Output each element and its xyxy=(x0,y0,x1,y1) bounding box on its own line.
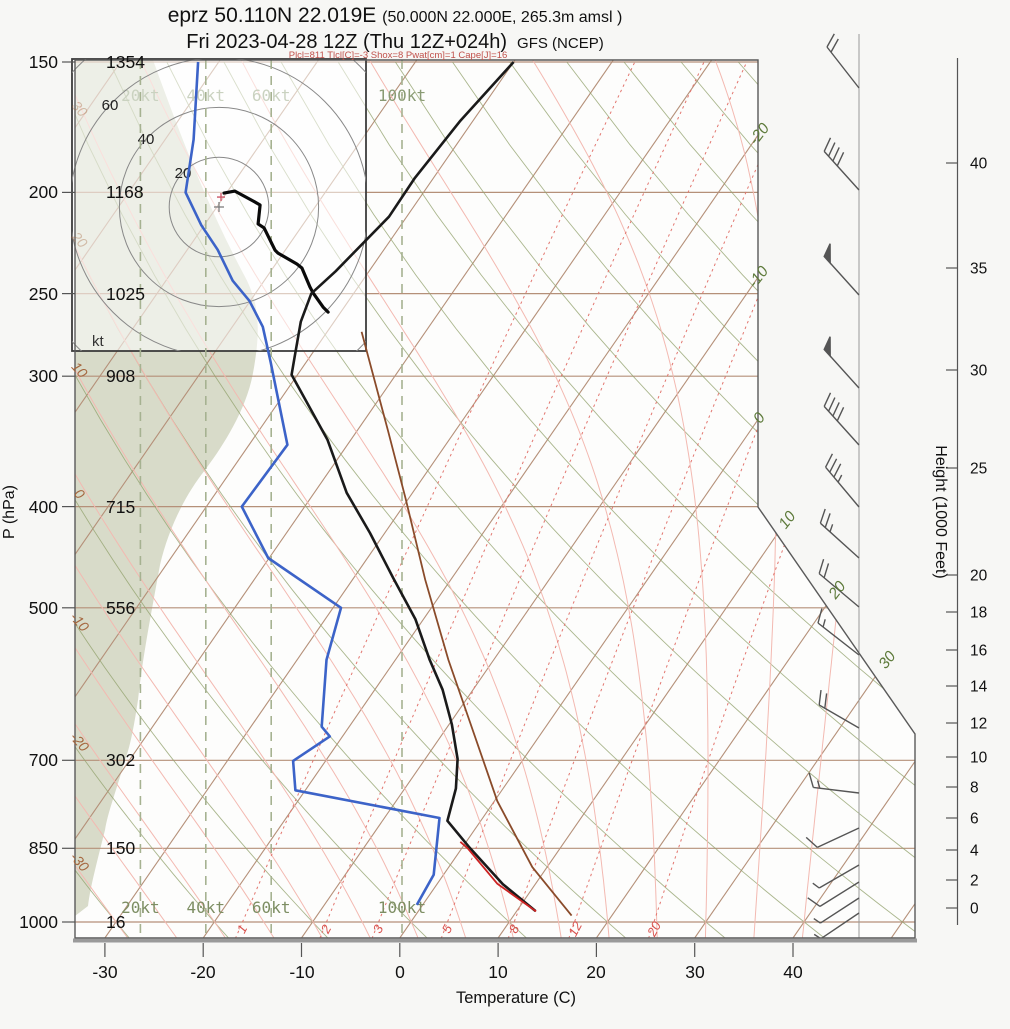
isotherm-label-30: 30 xyxy=(875,648,899,672)
hodo-origin-marker xyxy=(214,202,224,212)
height-tick-12: 12 xyxy=(970,716,987,733)
temp-tick--20: -20 xyxy=(190,962,216,982)
profile-curves xyxy=(184,61,573,917)
valid-time: Fri 2023-04-28 12Z (Thu 12Z+024h) xyxy=(186,31,508,53)
wind-speed-lines: 20kt 40kt 60kt 100kt xyxy=(121,60,426,938)
pressure-tick-700: 700 xyxy=(29,750,58,770)
height-tick-2: 2 xyxy=(970,873,979,890)
pressure-axis: 150 1354 200 1168 250 1025 300 908 400 715 500 556 7… xyxy=(19,52,145,932)
height-axis-label: Height (1000 Feet) xyxy=(932,445,949,578)
wind-barb xyxy=(812,864,860,889)
height-tick-6: 6 xyxy=(970,811,979,828)
height-dam-700: 302 xyxy=(106,750,135,770)
hodograph-rings xyxy=(72,59,366,351)
pressure-tick-500: 500 xyxy=(29,598,58,618)
chart-subtitle: Fri 2023-04-28 12Z (Thu 12Z+024h) GFS (NC… xyxy=(186,31,603,54)
temp-tick-0: 0 xyxy=(395,962,405,982)
pressure-axis-label: P (hPa) xyxy=(1,485,18,539)
height-tick-20: 20 xyxy=(970,568,988,585)
height-tick-16: 16 xyxy=(970,643,987,660)
wind-barb xyxy=(823,336,860,389)
height-dam-300: 908 xyxy=(106,366,135,386)
height-tick-10: 10 xyxy=(970,750,988,767)
height-tick-0: 0 xyxy=(970,901,979,918)
height-dam-1000: 16 xyxy=(106,912,125,932)
model-name: GFS (NCEP) xyxy=(517,35,604,52)
wind-speed-bottom-label-60: 60kt xyxy=(252,898,291,917)
temperature-axis-label: Temperature (C) xyxy=(456,989,576,1007)
wind-speed-bottom-label-20: 20kt xyxy=(121,898,160,917)
hodo-ring-label-40: 40 xyxy=(138,131,155,148)
temp-tick-20: 20 xyxy=(586,962,606,982)
parcel-curve xyxy=(360,331,573,917)
temp-tick--10: -10 xyxy=(289,962,315,982)
height-tick-8: 8 xyxy=(970,780,979,797)
hodo-unit-label: kt xyxy=(92,333,105,350)
temp-tick-30: 30 xyxy=(685,962,705,982)
wind-barb xyxy=(818,558,860,608)
station-title: eprz 50.110N 22.019E xyxy=(167,4,377,27)
height-tick-40: 40 xyxy=(970,156,988,173)
wind-barb xyxy=(818,690,860,729)
wind-barb xyxy=(808,772,860,794)
storm-motion-marker xyxy=(216,193,225,202)
chart-title: eprz 50.110N 22.019E (50.000N 22.000E, 2… xyxy=(168,4,623,28)
wind-barb xyxy=(813,897,860,924)
pressure-tick-150: 150 xyxy=(29,52,58,72)
temp-tick--30: -30 xyxy=(92,962,118,982)
plot-border xyxy=(74,59,916,939)
height-dam-150: 1354 xyxy=(106,52,145,72)
height-dam-850: 150 xyxy=(106,838,135,858)
downdraft-curve xyxy=(459,841,537,913)
pressure-tick-1000: 1000 xyxy=(19,912,58,932)
wind-speed-bottom-label-40: 40kt xyxy=(187,898,226,917)
wind-barb xyxy=(826,33,860,89)
wind-barb xyxy=(823,392,860,446)
station-coords: (50.000N 22.000E, 265.3m amsl ) xyxy=(382,9,623,26)
wind-barb xyxy=(807,881,860,907)
wind-barb xyxy=(805,827,860,849)
wind-barb xyxy=(823,243,860,296)
temp-tick-10: 10 xyxy=(488,962,508,982)
wind-barbs xyxy=(805,33,860,940)
height-tick-18: 18 xyxy=(970,605,987,622)
pressure-tick-200: 200 xyxy=(29,182,58,202)
wind-barb xyxy=(824,453,860,508)
wind-barb xyxy=(819,508,860,559)
pressure-tick-850: 850 xyxy=(29,838,58,858)
isotherm-label-10: 10 xyxy=(775,508,799,532)
pressure-tick-250: 250 xyxy=(29,284,58,304)
height-tick-25: 25 xyxy=(970,461,987,478)
mixing-ratio-label-20: 20 xyxy=(644,918,665,939)
temperature-curve xyxy=(290,61,537,913)
wind-speed-bottom-label-100: 100kt xyxy=(378,898,426,917)
pressure-tick-300: 300 xyxy=(29,366,58,386)
temperature-axis: -30 -20 -10 0 10 20 30 40 xyxy=(92,943,803,982)
height-dam-250: 1025 xyxy=(106,284,145,304)
height-tick-30: 30 xyxy=(970,363,988,380)
sounding-indices: Plcl=811 Tlcl[C]=-3 Shox=8 Pwat[cm]=1 Ca… xyxy=(288,50,508,61)
height-tick-14: 14 xyxy=(970,679,988,696)
hodo-ring-label-60: 60 xyxy=(102,97,119,114)
wind-barb xyxy=(817,608,860,656)
dewpoint-curve xyxy=(184,61,441,906)
height-dam-500: 556 xyxy=(106,598,135,618)
temp-tick-40: 40 xyxy=(783,962,803,982)
height-tick-35: 35 xyxy=(970,261,987,278)
height-dam-400: 715 xyxy=(106,497,135,517)
height-dam-200: 1168 xyxy=(106,182,144,202)
pressure-tick-400: 400 xyxy=(29,497,58,517)
wind-barb xyxy=(823,137,860,191)
height-tick-4: 4 xyxy=(970,843,979,860)
